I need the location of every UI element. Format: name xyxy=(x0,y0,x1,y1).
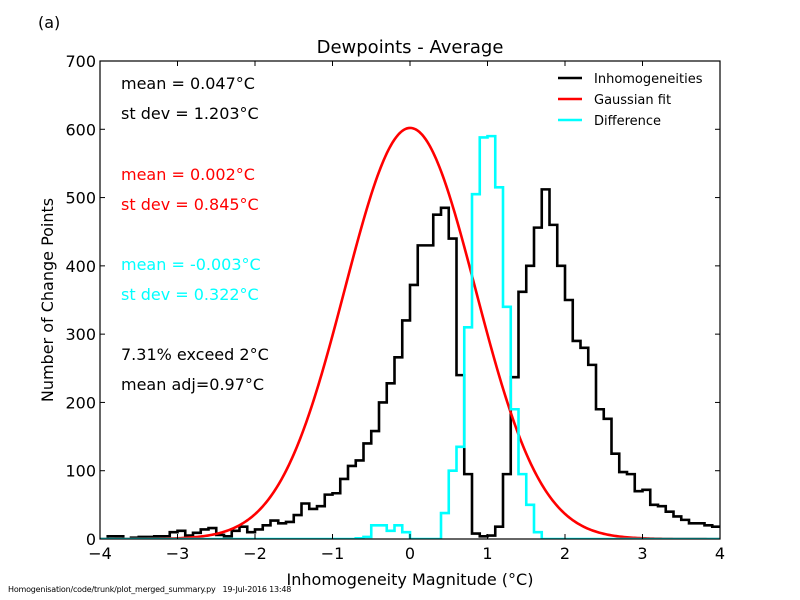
x-tick-label: 4 xyxy=(715,544,725,563)
x-tick-label: 0 xyxy=(405,544,415,563)
stat-annotation: mean adj=0.97°C xyxy=(121,375,264,394)
legend-label: Inhomogeneities xyxy=(594,72,703,87)
y-tick-label: 100 xyxy=(65,462,96,481)
ticks-layer xyxy=(99,60,721,540)
stat-annotation: st dev = 0.322°C xyxy=(121,285,259,304)
stats-annotations: mean = 0.047°C st dev = 1.203°C mean = 0.0… xyxy=(121,74,269,394)
x-tick-label: 2 xyxy=(560,544,570,563)
y-tick-label: 0 xyxy=(86,530,96,549)
x-tick-label: −4 xyxy=(88,544,112,563)
stat-annotation: st dev = 1.203°C xyxy=(121,104,259,123)
legend: Inhomogeneities Gaussian fit Difference xyxy=(558,72,703,129)
x-tick-label: −2 xyxy=(243,544,267,563)
x-tick-label: 1 xyxy=(482,544,492,563)
x-tick-label: 3 xyxy=(637,544,647,563)
stat-annotation: mean = -0.003°C xyxy=(121,255,261,274)
series-layer xyxy=(100,126,720,539)
stat-annotation: 7.31% exceed 2°C xyxy=(121,345,269,364)
x-tick-label: −1 xyxy=(321,544,345,563)
script-path: Homogenisation/code/trunk/plot_merged_su… xyxy=(8,585,216,594)
x-tick-label: −3 xyxy=(166,544,190,563)
series-inhomogeneities xyxy=(100,188,720,539)
stat-annotation: mean = 0.002°C xyxy=(121,165,255,184)
x-tick-labels: −4 −3 −2 −1 0 1 2 3 4 xyxy=(88,544,725,563)
y-tick-label: 400 xyxy=(65,257,96,276)
y-tick-label: 700 xyxy=(65,52,96,71)
series-gaussian-fit xyxy=(100,126,720,539)
footer: Homogenisation/code/trunk/plot_merged_su… xyxy=(8,585,291,594)
panel-label: (a) xyxy=(38,13,61,32)
y-tick-label: 600 xyxy=(65,120,96,139)
stat-annotation: mean = 0.047°C xyxy=(121,74,255,93)
y-axis-label: Number of Change Points xyxy=(38,198,57,402)
timestamp: 19-Jul-2016 13:48 xyxy=(222,585,292,594)
x-axis-label: Inhomogeneity Magnitude (°C) xyxy=(287,570,534,589)
stat-annotation: st dev = 0.845°C xyxy=(121,195,259,214)
y-tick-label: 200 xyxy=(65,393,96,412)
legend-label: Gaussian fit xyxy=(594,93,671,108)
chart-title: Dewpoints - Average xyxy=(317,37,504,58)
y-tick-label: 300 xyxy=(65,325,96,344)
legend-label: Difference xyxy=(594,114,661,129)
y-tick-label: 500 xyxy=(65,189,96,208)
y-tick-labels: 0 100 200 300 400 500 600 700 xyxy=(65,52,96,549)
